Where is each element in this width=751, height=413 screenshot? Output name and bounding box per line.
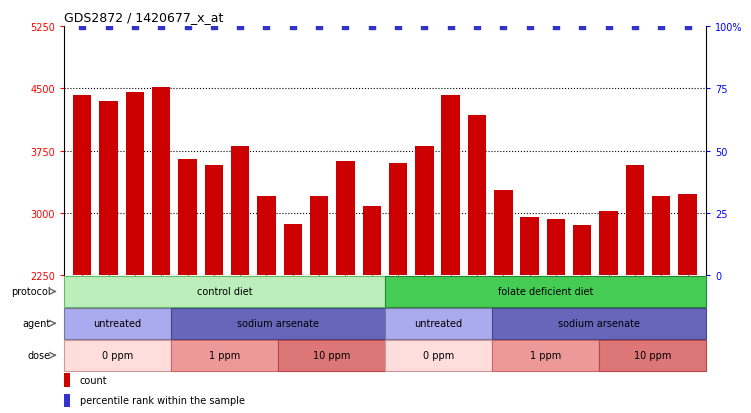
Text: 1 ppm: 1 ppm: [209, 350, 240, 361]
Bar: [310, 197, 328, 275]
Bar: [652, 197, 671, 275]
Point: [77, 24, 89, 30]
Text: control diet: control diet: [197, 287, 252, 297]
Point: [366, 24, 378, 30]
Point: [261, 24, 273, 30]
Point: [681, 24, 693, 30]
Bar: [336, 162, 354, 275]
Text: percentile rank within the sample: percentile rank within the sample: [80, 395, 245, 405]
Point: [655, 24, 667, 30]
Bar: [520, 218, 538, 275]
Point: [155, 24, 167, 30]
Point: [497, 24, 509, 30]
Bar: [599, 340, 706, 371]
Bar: [258, 197, 276, 275]
Text: untreated: untreated: [415, 318, 463, 329]
Point: [208, 24, 220, 30]
Bar: [64, 373, 71, 387]
Bar: [152, 87, 170, 275]
Point: [392, 24, 404, 30]
Point: [287, 24, 299, 30]
Point: [550, 24, 562, 30]
Text: sodium arsenate: sodium arsenate: [237, 318, 319, 329]
Bar: [99, 102, 118, 275]
Point: [418, 24, 430, 30]
Point: [576, 24, 588, 30]
Bar: [494, 191, 512, 275]
Bar: [547, 219, 566, 275]
Text: protocol: protocol: [11, 287, 51, 297]
Point: [602, 24, 614, 30]
Bar: [678, 194, 697, 275]
Bar: [492, 308, 706, 339]
Text: 0 ppm: 0 ppm: [423, 350, 454, 361]
Bar: [125, 93, 144, 275]
Point: [445, 24, 457, 30]
Bar: [385, 308, 492, 339]
Bar: [385, 276, 706, 307]
Bar: [389, 164, 407, 275]
Text: 10 ppm: 10 ppm: [312, 350, 350, 361]
Bar: [385, 340, 492, 371]
Point: [629, 24, 641, 30]
Text: untreated: untreated: [93, 318, 141, 329]
Point: [339, 24, 351, 30]
Bar: [492, 340, 599, 371]
Point: [471, 24, 483, 30]
Bar: [171, 340, 278, 371]
Bar: [231, 147, 249, 275]
Bar: [64, 308, 171, 339]
Point: [523, 24, 535, 30]
Bar: [573, 226, 592, 275]
Bar: [442, 96, 460, 275]
Point: [129, 24, 141, 30]
Bar: [178, 159, 197, 275]
Text: 0 ppm: 0 ppm: [101, 350, 133, 361]
Text: 10 ppm: 10 ppm: [634, 350, 671, 361]
Bar: [64, 276, 385, 307]
Bar: [626, 165, 644, 275]
Text: 1 ppm: 1 ppm: [529, 350, 561, 361]
Bar: [64, 394, 71, 407]
Point: [313, 24, 325, 30]
Text: agent: agent: [23, 318, 51, 329]
Bar: [468, 116, 486, 275]
Text: count: count: [80, 375, 107, 385]
Bar: [73, 96, 92, 275]
Point: [182, 24, 194, 30]
Point: [234, 24, 246, 30]
Text: dose: dose: [28, 350, 51, 361]
Bar: [64, 340, 171, 371]
Bar: [278, 340, 385, 371]
Text: folate deficient diet: folate deficient diet: [498, 287, 593, 297]
Text: GDS2872 / 1420677_x_at: GDS2872 / 1420677_x_at: [64, 11, 223, 24]
Bar: [599, 211, 618, 275]
Bar: [415, 147, 433, 275]
Bar: [363, 206, 381, 275]
Bar: [204, 165, 223, 275]
Bar: [171, 308, 385, 339]
Text: sodium arsenate: sodium arsenate: [558, 318, 640, 329]
Bar: [284, 224, 302, 275]
Point: [103, 24, 115, 30]
